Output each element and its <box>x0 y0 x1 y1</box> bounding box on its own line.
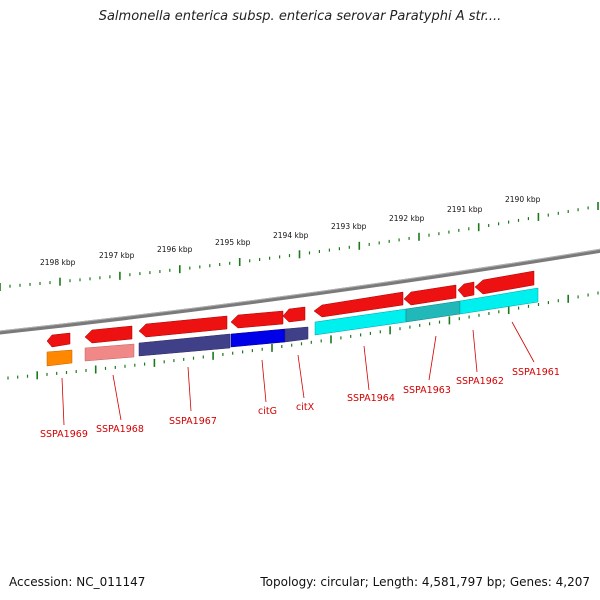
topology-label: Topology: circular; Length: 4,581,797 bp… <box>260 575 590 589</box>
kbp-label: 2194 kbp <box>273 231 309 240</box>
gene-arrow-sspa1961[interactable] <box>474 270 535 295</box>
map-title: Salmonella enterica subsp. enterica sero… <box>98 9 502 24</box>
outer-tick-ring <box>0 202 599 291</box>
gene-arrow-sspa1963[interactable] <box>403 284 457 306</box>
leader-line <box>61 377 65 426</box>
gene-label-sspa1969[interactable]: SSPA1969 <box>40 429 88 440</box>
genome-backbone-highlight <box>0 248 600 332</box>
gene-arrow-citx[interactable] <box>282 306 306 323</box>
cog-block-sspa1962 <box>459 287 539 315</box>
accession-label: Accession: NC_011147 <box>9 575 146 589</box>
cog-block-sspa1969 <box>46 349 73 367</box>
leader-line <box>112 374 122 421</box>
kbp-label: 2190 kbp <box>505 195 541 204</box>
kbp-label: 2195 kbp <box>215 238 251 247</box>
gene-label-sspa1961[interactable]: SSPA1961 <box>512 367 560 378</box>
leader-lines <box>61 321 535 426</box>
gene-label-sspa1964[interactable]: SSPA1964 <box>347 393 395 404</box>
leader-line <box>428 335 437 381</box>
leader-line <box>297 354 305 399</box>
gene-arrow-sspa1967[interactable] <box>138 315 228 338</box>
gene-label-sspa1963[interactable]: SSPA1963 <box>403 385 451 396</box>
inner-tick-ring <box>7 291 599 380</box>
leader-line <box>472 329 478 373</box>
kbp-label: 2197 kbp <box>99 251 135 260</box>
gene-labels: SSPA1969 SSPA1968 SSPA1967 citG citX SSP… <box>40 367 560 440</box>
cog-block-sspa1967 <box>138 333 231 357</box>
gene-label-sspa1962[interactable]: SSPA1962 <box>456 376 504 387</box>
cog-block-sspa1968 <box>84 343 135 362</box>
kbp-label: 2196 kbp <box>157 245 193 254</box>
leader-line <box>187 366 192 412</box>
leader-line <box>511 321 535 363</box>
kbp-labels: 2198 kbp 2197 kbp 2196 kbp 2195 kbp 2194… <box>40 195 541 267</box>
gene-arrow-sspa1964[interactable] <box>313 291 404 318</box>
gene-label-sspa1967[interactable]: SSPA1967 <box>169 416 217 427</box>
gene-arrow-sspa1968[interactable] <box>84 325 133 344</box>
kbp-label: 2198 kbp <box>40 258 76 267</box>
cog-blocks <box>46 287 539 367</box>
kbp-label: 2193 kbp <box>331 222 367 231</box>
gene-arrow-sspa1969[interactable] <box>46 332 71 348</box>
gene-label-citx[interactable]: citX <box>296 402 315 413</box>
gene-label-sspa1968[interactable]: SSPA1968 <box>96 424 144 435</box>
kbp-label: 2192 kbp <box>389 214 425 223</box>
leader-line <box>363 345 370 391</box>
gene-label-citg[interactable]: citG <box>258 406 277 417</box>
genome-backbone <box>0 248 600 335</box>
gene-arrow-sspa1962[interactable] <box>457 281 475 298</box>
gene-arrow-citg[interactable] <box>230 310 284 329</box>
kbp-label: 2191 kbp <box>447 205 483 214</box>
cog-block-citg <box>230 328 286 348</box>
cog-block-citx <box>284 326 309 343</box>
leader-line <box>261 359 267 403</box>
gene-arrows <box>46 270 535 348</box>
